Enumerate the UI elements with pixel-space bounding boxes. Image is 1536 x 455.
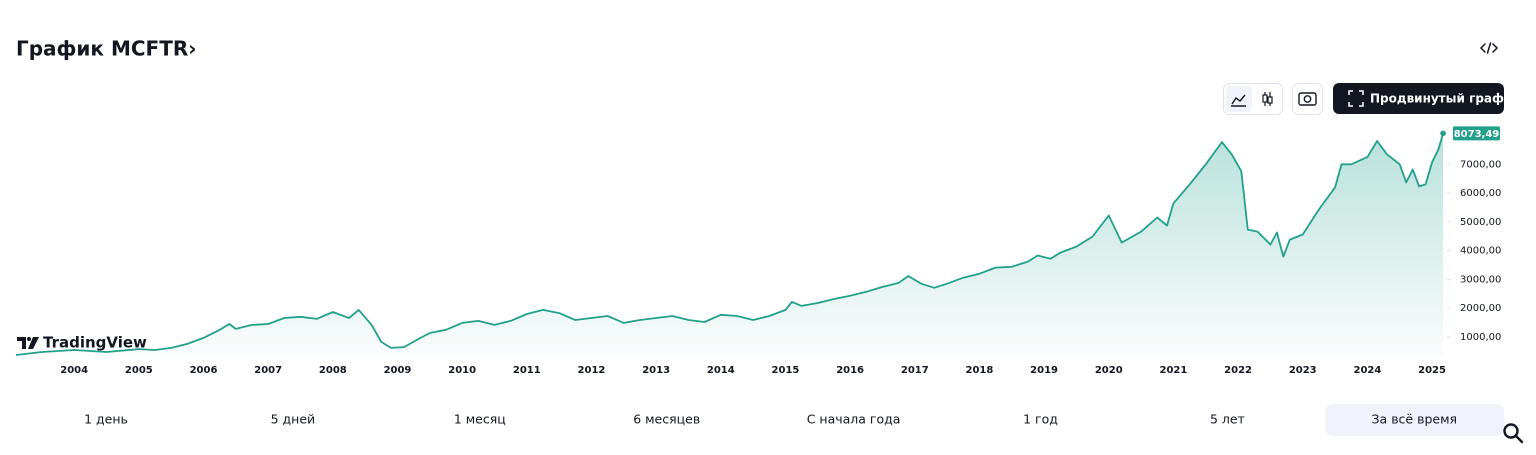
y-tick-label: 5000,00: [1460, 217, 1501, 228]
x-tick-label: 2008: [319, 365, 347, 376]
x-tick-label: 2009: [384, 365, 412, 376]
title[interactable]: График MCFTR›: [16, 37, 196, 61]
x-tick-label: 2024: [1353, 365, 1381, 376]
chart-style-switch[interactable]: [1223, 83, 1283, 115]
x-tick-label: 2005: [125, 365, 153, 376]
y-tick-label: 6000,00: [1460, 188, 1501, 199]
x-tick-label: 2006: [190, 365, 218, 376]
range-selected-bg[interactable]: [1325, 404, 1505, 436]
y-tick-label: 2000,00: [1460, 303, 1501, 314]
x-tick-label: 2010: [448, 365, 476, 376]
advanced-chart-label[interactable]: Продвинутый график: [1370, 92, 1521, 106]
range-option[interactable]: 5 лет: [1210, 412, 1245, 427]
range-option[interactable]: 1 год: [1023, 412, 1058, 427]
range-option[interactable]: За всё время: [1372, 412, 1458, 427]
area: [16, 133, 1444, 356]
x-tick-label: 2018: [966, 365, 994, 376]
x-tick-label: 2017: [901, 365, 929, 376]
price-tag: [1453, 126, 1500, 141]
x-tick-label: 2011: [513, 365, 541, 376]
screenshot-button[interactable]: [1292, 83, 1323, 115]
x-tick-label: 2022: [1224, 365, 1252, 376]
range-option[interactable]: 6 месяцев: [633, 412, 700, 427]
y-tick-label: 7000,00: [1460, 159, 1501, 170]
range-option[interactable]: 1 день: [84, 412, 128, 427]
range-option[interactable]: 1 месяц: [454, 412, 506, 427]
last-point: [1440, 130, 1446, 137]
y-tick-label: 4000,00: [1460, 246, 1501, 257]
price-line: [15, 133, 1444, 356]
x-tick-label: 2007: [254, 365, 282, 376]
x-tick-label: 2014: [707, 365, 735, 376]
x-tick-label: 2012: [578, 365, 606, 376]
watermark-text: TradingView: [43, 334, 147, 352]
y-tick-label: 3000,00: [1460, 274, 1501, 285]
range-option[interactable]: С начала года: [807, 412, 901, 427]
search-icon[interactable]: [1503, 423, 1524, 444]
range-bar: 1 день 5 дней 1 месяц 6 месяцев С начала год…: [84, 404, 1505, 436]
x-tick-label: 2013: [642, 365, 670, 376]
x-tick-label: 2016: [836, 365, 864, 376]
price-tag-label: 8073,49: [1454, 129, 1500, 140]
x-tick-label: 2023: [1289, 365, 1317, 376]
x-tick-label: 2015: [772, 365, 800, 376]
x-tick-label: 2025: [1418, 365, 1446, 376]
y-tick-label: 1000,00: [1460, 332, 1501, 343]
plot: 1000,00 2000,00 3000,00 4000,00 5000,00 6000,…: [15, 126, 1501, 376]
embed-icon[interactable]: [1479, 42, 1499, 54]
advanced-chart-button[interactable]: Продвинутый график: [1333, 83, 1521, 114]
watermark-logo: TradingView: [17, 334, 147, 352]
x-tick-label: 2020: [1095, 365, 1123, 376]
x-tick-label: 2019: [1030, 365, 1058, 376]
range-option[interactable]: 5 дней: [271, 412, 316, 427]
x-tick-label: 2004: [60, 365, 88, 376]
x-tick-label: 2021: [1160, 365, 1188, 376]
